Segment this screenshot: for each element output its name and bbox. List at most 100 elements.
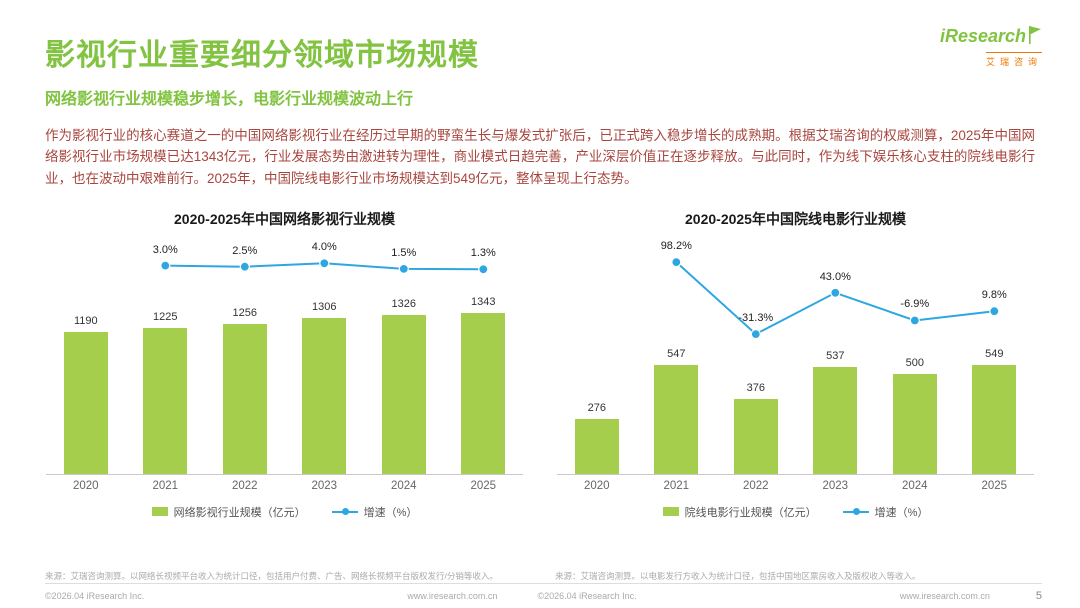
header: 影视行业重要细分领域市场规模 网络影视行业规模稳步增长，电影行业规模波动上行 i…: [0, 0, 1080, 109]
bar-value-label: 1225: [153, 310, 178, 323]
footer: ©2026.04 iResearch Inc. www.iresearch.co…: [45, 583, 1042, 602]
bar: [381, 315, 426, 474]
category-label: 2020: [72, 479, 99, 492]
bar: [143, 327, 188, 474]
line-point: [909, 315, 920, 326]
copyright-text: ©2026.04 iResearch Inc.: [537, 591, 637, 601]
growth-rate-label: 1.5%: [391, 246, 417, 259]
bar-value-label: 537: [826, 349, 845, 362]
line-point: [239, 261, 250, 272]
copyright-text: ©2026.04 iResearch Inc.: [45, 591, 145, 601]
growth-rate-label: -6.9%: [900, 298, 930, 311]
charts-section: 2020-2025年中国网络影视行业规模 1190 1225 1256 1306 132…: [38, 199, 1042, 520]
legend: 院线电影行业规模（亿元） 增速（%）: [549, 504, 1042, 520]
source-note-right: 来源：艾瑞咨询测算。以电影发行方收入为统计口径，包括中国地区票房收入及版权收入等…: [555, 570, 921, 581]
website-link: www.iresearch.com.cn: [899, 591, 990, 601]
growth-rate-label: 98.2%: [660, 240, 692, 253]
growth-rate-label: 43.0%: [819, 270, 851, 283]
category-label: 2022: [742, 479, 769, 492]
source-notes: 来源：艾瑞咨询测算。以网络长视频平台收入为统计口径，包括用户付费、广告、网络长视…: [45, 571, 1035, 582]
logo-chinese-name: 艾瑞咨询: [985, 52, 1042, 68]
bar-value-label: 276: [587, 401, 606, 414]
bar: [461, 313, 506, 474]
chart-cinema-film: 2020-2025年中国院线电影行业规模 276 547 376 537 500 549 9…: [549, 199, 1042, 520]
logo-flag-icon: [1028, 26, 1042, 49]
bar: [892, 374, 937, 474]
bar-swatch-icon: [151, 507, 168, 517]
bar-swatch-icon: [662, 507, 679, 517]
growth-rate-label: 1.3%: [470, 247, 496, 260]
category-label: 2025: [981, 479, 1008, 492]
growth-rate-label: 2.5%: [232, 244, 258, 257]
legend-label: 增速（%）: [363, 506, 418, 519]
line-point: [478, 264, 489, 275]
website-link: www.iresearch.com.cn: [407, 591, 498, 601]
bar: [733, 399, 778, 474]
growth-line: [671, 256, 1000, 340]
bar: [302, 317, 347, 474]
growth-rate-label: 3.0%: [152, 243, 178, 256]
footer-right-half: ©2026.04 iResearch Inc. www.iresearch.co…: [537, 591, 1029, 601]
bar-value-label: 1343: [471, 296, 496, 309]
bar-value-label: 1326: [391, 298, 417, 311]
legend-label: 增速（%）: [874, 506, 929, 519]
category-label: 2020: [583, 479, 610, 492]
category-label: 2023: [822, 479, 849, 492]
line-point: [319, 258, 330, 269]
legend-item-line: 增速（%）: [331, 504, 418, 520]
bar-value-label: 1190: [73, 314, 98, 327]
bar: [813, 366, 858, 474]
category-label: 2024: [390, 479, 417, 492]
category-label: 2021: [152, 479, 179, 492]
plot-area: 276 547 376 537 500 549 98.2% -31.3% 43.0% -6.9% 9…: [557, 235, 1034, 475]
line-point: [398, 263, 409, 274]
line-swatch-icon: [842, 507, 869, 516]
growth-rate-label: 9.8%: [981, 289, 1007, 302]
bar: [654, 365, 699, 474]
page-number: 5: [1035, 590, 1042, 602]
legend-label: 网络影视行业规模（亿元）: [173, 506, 306, 519]
source-note-left: 来源：艾瑞咨询测算。以网络长视频平台收入为统计口径，包括用户付费、广告、网络长视…: [45, 570, 498, 581]
legend: 网络影视行业规模（亿元） 增速（%）: [38, 504, 531, 520]
chart-title: 2020-2025年中国网络影视行业规模: [174, 210, 395, 227]
growth-line: [160, 258, 489, 275]
logo-text: iResearch: [939, 26, 1026, 46]
bar-value-label: 549: [985, 347, 1004, 360]
footer-left-half: ©2026.04 iResearch Inc. www.iresearch.co…: [45, 591, 537, 601]
bar-value-label: 547: [667, 348, 686, 361]
category-label: 2021: [663, 479, 690, 492]
bar: [574, 418, 619, 474]
chart-network-video: 2020-2025年中国网络影视行业规模 1190 1225 1256 1306 132…: [38, 199, 531, 520]
legend-label: 院线电影行业规模（亿元）: [684, 506, 817, 519]
line-point: [750, 328, 761, 340]
growth-rate-label: -31.3%: [738, 312, 774, 325]
bar-value-label: 376: [746, 382, 765, 395]
page-subtitle: 网络影视行业规模稳步增长，电影行业规模波动上行: [45, 91, 414, 108]
bar-value-label: 1256: [232, 306, 258, 319]
iresearch-logo: iResearch 艾瑞咨询: [940, 26, 1042, 70]
legend-item-line: 增速（%）: [842, 504, 929, 520]
category-label: 2022: [231, 479, 258, 492]
legend-item-bar: 院线电影行业规模（亿元）: [662, 504, 817, 520]
plot-area: 1190 1225 1256 1306 1326 1343 3.0% 2.5% 4.0% 1.5%…: [46, 235, 523, 475]
growth-rate-label: 4.0%: [311, 241, 337, 254]
category-axis: 2020 2021 2022 2023 2024 2025: [557, 475, 1034, 492]
category-label: 2024: [901, 479, 928, 492]
category-axis: 2020 2021 2022 2023 2024 2025: [46, 475, 523, 492]
bar: [222, 323, 267, 474]
category-label: 2025: [470, 479, 497, 492]
line-point: [989, 306, 1000, 317]
chart-title: 2020-2025年中国院线电影行业规模: [685, 210, 906, 227]
line-point: [671, 256, 682, 268]
bar: [972, 364, 1017, 474]
line-swatch-icon: [331, 507, 358, 516]
intro-paragraph: 作为影视行业的核心赛道之一的中国网络影视行业在经历过早期的野蛮生长与爆发式扩张后…: [45, 128, 1035, 186]
line-point: [830, 287, 841, 298]
bar: [63, 331, 108, 474]
line-point: [160, 260, 171, 271]
page-title: 影视行业重要细分领域市场规模: [45, 39, 479, 72]
bar-value-label: 500: [905, 357, 924, 370]
legend-item-bar: 网络影视行业规模（亿元）: [151, 504, 306, 520]
bar-value-label: 1306: [312, 300, 337, 313]
